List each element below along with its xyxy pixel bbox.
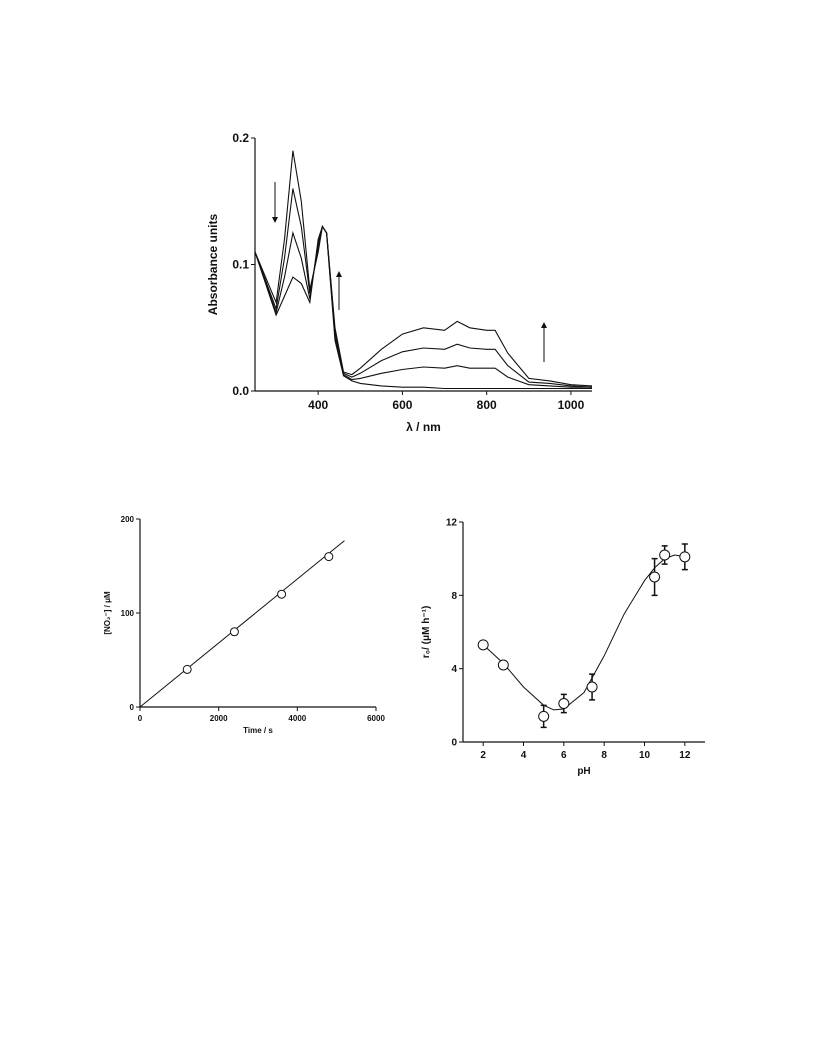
x-tick-label: 400: [308, 398, 328, 412]
y-axis-label: Absorbance units: [206, 214, 220, 316]
y-tick-label: 100: [121, 609, 135, 618]
data-point: [558, 698, 570, 709]
fit-line: [139, 540, 345, 708]
x-tick-label: 1000: [558, 398, 585, 412]
x-axis-label: pH: [577, 766, 590, 777]
x-tick-label: 6000: [367, 714, 385, 723]
data-point: [497, 659, 509, 671]
spectrum-line: [254, 188, 592, 388]
y-tick-label: 4: [451, 664, 457, 675]
spectrum-line: [254, 225, 593, 387]
x-tick-label: 800: [477, 398, 497, 412]
x-tick-label: 600: [392, 398, 412, 412]
y-tick-label: 200: [121, 515, 135, 524]
y-axis-label: r₀/ (μM h⁻¹): [421, 606, 432, 659]
x-tick-label: 4: [521, 750, 527, 761]
x-tick-label: 12: [679, 750, 691, 761]
data-point: [649, 571, 661, 583]
spectrum-line: [254, 150, 592, 390]
data-point: [182, 664, 192, 674]
y-tick-label: 0.1: [232, 258, 249, 272]
data-point: [679, 551, 691, 563]
x-axis-label: Time / s: [243, 726, 273, 735]
x-tick-label: 0: [138, 714, 143, 723]
y-tick-label: 0: [130, 703, 135, 712]
data-point: [477, 639, 489, 651]
data-point: [659, 549, 671, 561]
spectrum-line: [254, 225, 593, 388]
data-point: [277, 589, 287, 599]
y-tick-label: 12: [446, 518, 458, 529]
y-tick-label: 0.0: [232, 384, 249, 398]
x-tick-label: 10: [639, 750, 651, 761]
data-point: [229, 627, 239, 637]
y-tick-label: 8: [451, 591, 457, 602]
y-tick-label: 0: [451, 738, 457, 749]
x-tick-label: 4000: [288, 714, 306, 723]
x-tick-label: 2000: [210, 714, 228, 723]
data-point: [324, 552, 334, 562]
x-tick-label: 8: [601, 750, 607, 761]
y-tick-label: 0.2: [232, 131, 249, 145]
x-axis-label: λ / nm: [406, 420, 441, 434]
y-axis-label: [NO₂⁻] / μM: [103, 591, 112, 635]
x-tick-label: 2: [480, 750, 486, 761]
data-point: [538, 710, 550, 722]
data-point: [586, 681, 598, 693]
x-tick-label: 6: [561, 750, 567, 761]
